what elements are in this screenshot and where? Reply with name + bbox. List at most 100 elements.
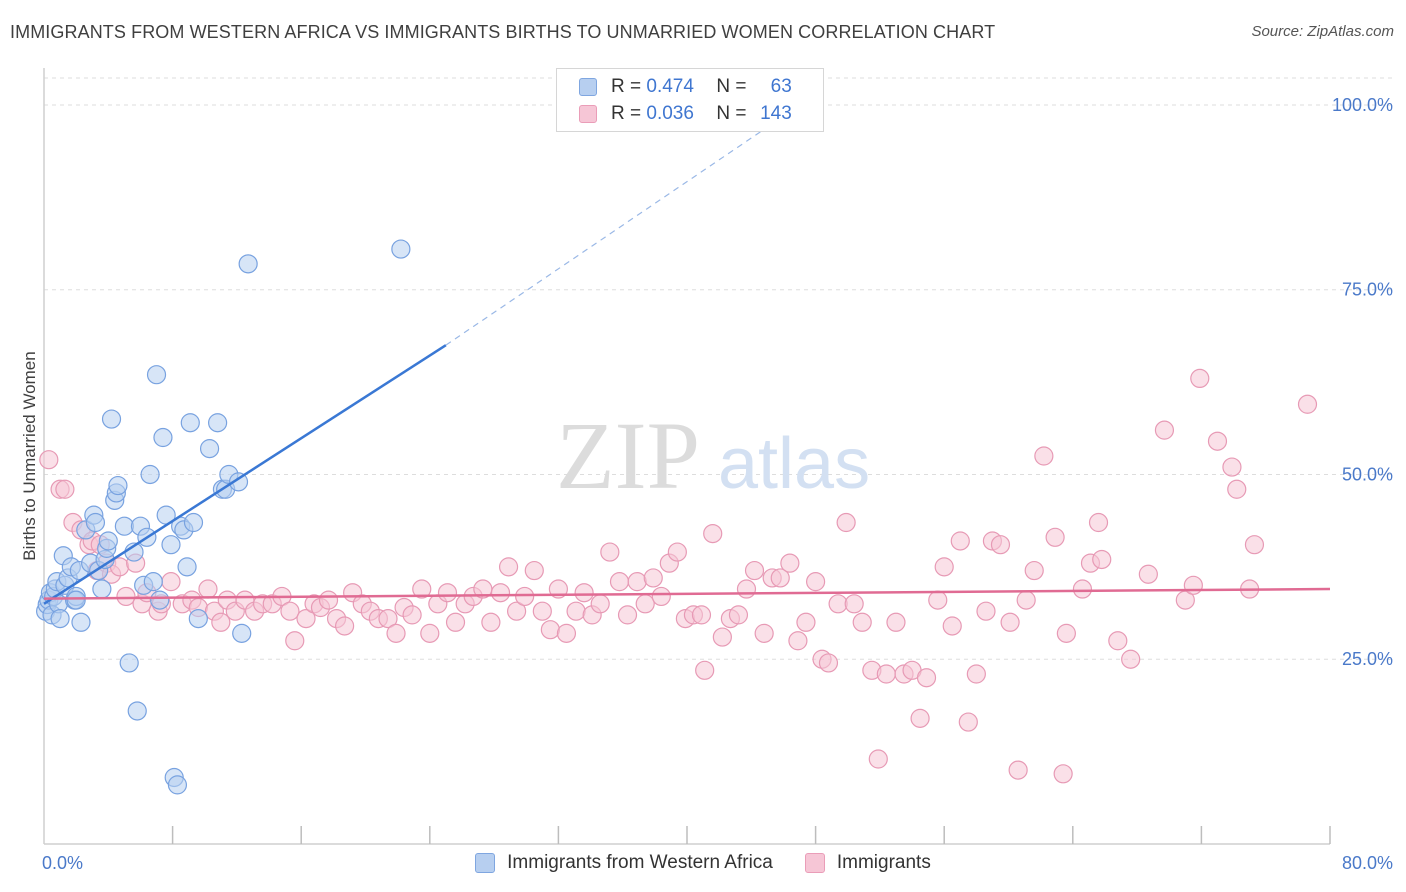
point-western-africa [127, 701, 147, 721]
y-tick-labels: 25.0% 50.0% 75.0% 100.0% [1332, 95, 1393, 669]
point-immigrants [1008, 760, 1028, 780]
point-immigrants [695, 660, 715, 680]
point-immigrants [1222, 457, 1242, 477]
point-immigrants [524, 560, 544, 581]
point-western-africa [92, 579, 112, 599]
source-label: Source: ZipAtlas.com [1251, 23, 1394, 40]
point-immigrants [296, 608, 316, 629]
point-immigrants [532, 601, 552, 621]
watermark: ZIP atlas [556, 402, 870, 509]
point-western-africa [143, 572, 163, 592]
point-western-africa [232, 623, 252, 643]
point-immigrants [609, 572, 630, 592]
point-immigrants [703, 523, 723, 544]
point-western-africa [153, 427, 173, 448]
series-western-africa-points [36, 239, 411, 795]
point-western-africa [208, 413, 228, 433]
point-immigrants [116, 586, 136, 607]
point-western-africa [140, 464, 160, 485]
point-immigrants [1207, 431, 1228, 451]
point-immigrants [420, 623, 440, 643]
point-immigrants [1121, 649, 1141, 669]
point-immigrants [958, 712, 978, 732]
point-immigrants [1024, 560, 1044, 581]
chart-title: IMMIGRANTS FROM WESTERN AFRICA VS IMMIGR… [10, 22, 996, 42]
point-immigrants [412, 579, 432, 599]
point-immigrants [335, 616, 355, 636]
trend-lines [43, 126, 1331, 605]
gridlines [44, 77, 1392, 660]
legend-r-value: 0.036 [646, 103, 694, 124]
correlation-legend: R = 0.474 N = 63 R = 0.036 N = 143 [556, 68, 824, 132]
point-immigrants [515, 586, 535, 607]
point-western-africa [180, 413, 200, 433]
point-immigrants [498, 557, 519, 577]
point-immigrants [39, 450, 59, 470]
point-immigrants [934, 557, 954, 577]
point-immigrants [736, 579, 757, 599]
point-immigrants [942, 616, 962, 636]
point-western-africa [119, 653, 139, 673]
point-immigrants [635, 594, 655, 614]
point-immigrants [507, 601, 527, 621]
point-immigrants [627, 572, 647, 592]
point-western-africa [150, 590, 170, 610]
legend-n-value: 143 [760, 103, 792, 124]
point-immigrants [667, 542, 687, 562]
point-western-africa [177, 557, 197, 577]
point-immigrants [600, 542, 620, 562]
point-immigrants [566, 601, 586, 621]
point-immigrants [844, 594, 864, 614]
point-immigrants [1183, 575, 1203, 595]
point-immigrants [1154, 420, 1175, 440]
point-immigrants [402, 605, 422, 625]
point-immigrants [1092, 549, 1112, 570]
point-immigrants [818, 653, 839, 673]
point-western-africa [50, 608, 70, 629]
x-ticks [171, 826, 1331, 844]
point-immigrants [540, 620, 560, 640]
point-western-africa [161, 535, 181, 555]
legend-r-label: R = [611, 76, 642, 97]
point-immigrants [378, 608, 398, 629]
point-immigrants [1045, 527, 1065, 547]
point-immigrants [868, 749, 888, 769]
point-immigrants [916, 668, 937, 688]
point-immigrants [574, 583, 594, 603]
y-tick-label: 75.0% [1342, 280, 1393, 300]
point-immigrants [976, 601, 996, 621]
point-immigrants [556, 623, 577, 643]
point-immigrants [1138, 564, 1158, 584]
legend-item-western-africa: Immigrants from Western Africa [475, 852, 773, 874]
point-immigrants [318, 590, 339, 610]
point-immigrants [211, 612, 231, 632]
point-immigrants [876, 664, 896, 684]
watermark-atlas: atlas [718, 424, 870, 504]
point-immigrants [966, 664, 986, 684]
point-immigrants [1190, 368, 1210, 388]
y-tick-label: 50.0% [1342, 464, 1393, 484]
legend-swatch-pink [804, 853, 825, 873]
point-immigrants [198, 579, 218, 599]
point-western-africa [228, 472, 249, 492]
x-tick-label-min: 0.0% [42, 853, 83, 873]
point-immigrants [617, 605, 638, 625]
y-tick-label: 100.0% [1332, 95, 1393, 115]
point-immigrants [1053, 764, 1073, 784]
point-immigrants [910, 708, 930, 728]
legend-label: Immigrants from Western Africa [507, 852, 773, 873]
point-immigrants [1034, 446, 1054, 466]
point-western-africa [167, 775, 188, 795]
legend-r-label: R = [611, 103, 642, 124]
point-immigrants [1244, 535, 1265, 555]
point-immigrants [1227, 479, 1247, 499]
point-immigrants [481, 612, 501, 632]
legend-row-western-africa: R = 0.474 N = 63 [579, 74, 792, 100]
point-western-africa [238, 254, 258, 274]
x-tick-label-max: 80.0% [1342, 853, 1393, 873]
point-western-africa [98, 531, 118, 551]
point-immigrants [928, 590, 948, 610]
point-immigrants [1056, 623, 1076, 643]
legend-n-label: N = [716, 103, 747, 124]
